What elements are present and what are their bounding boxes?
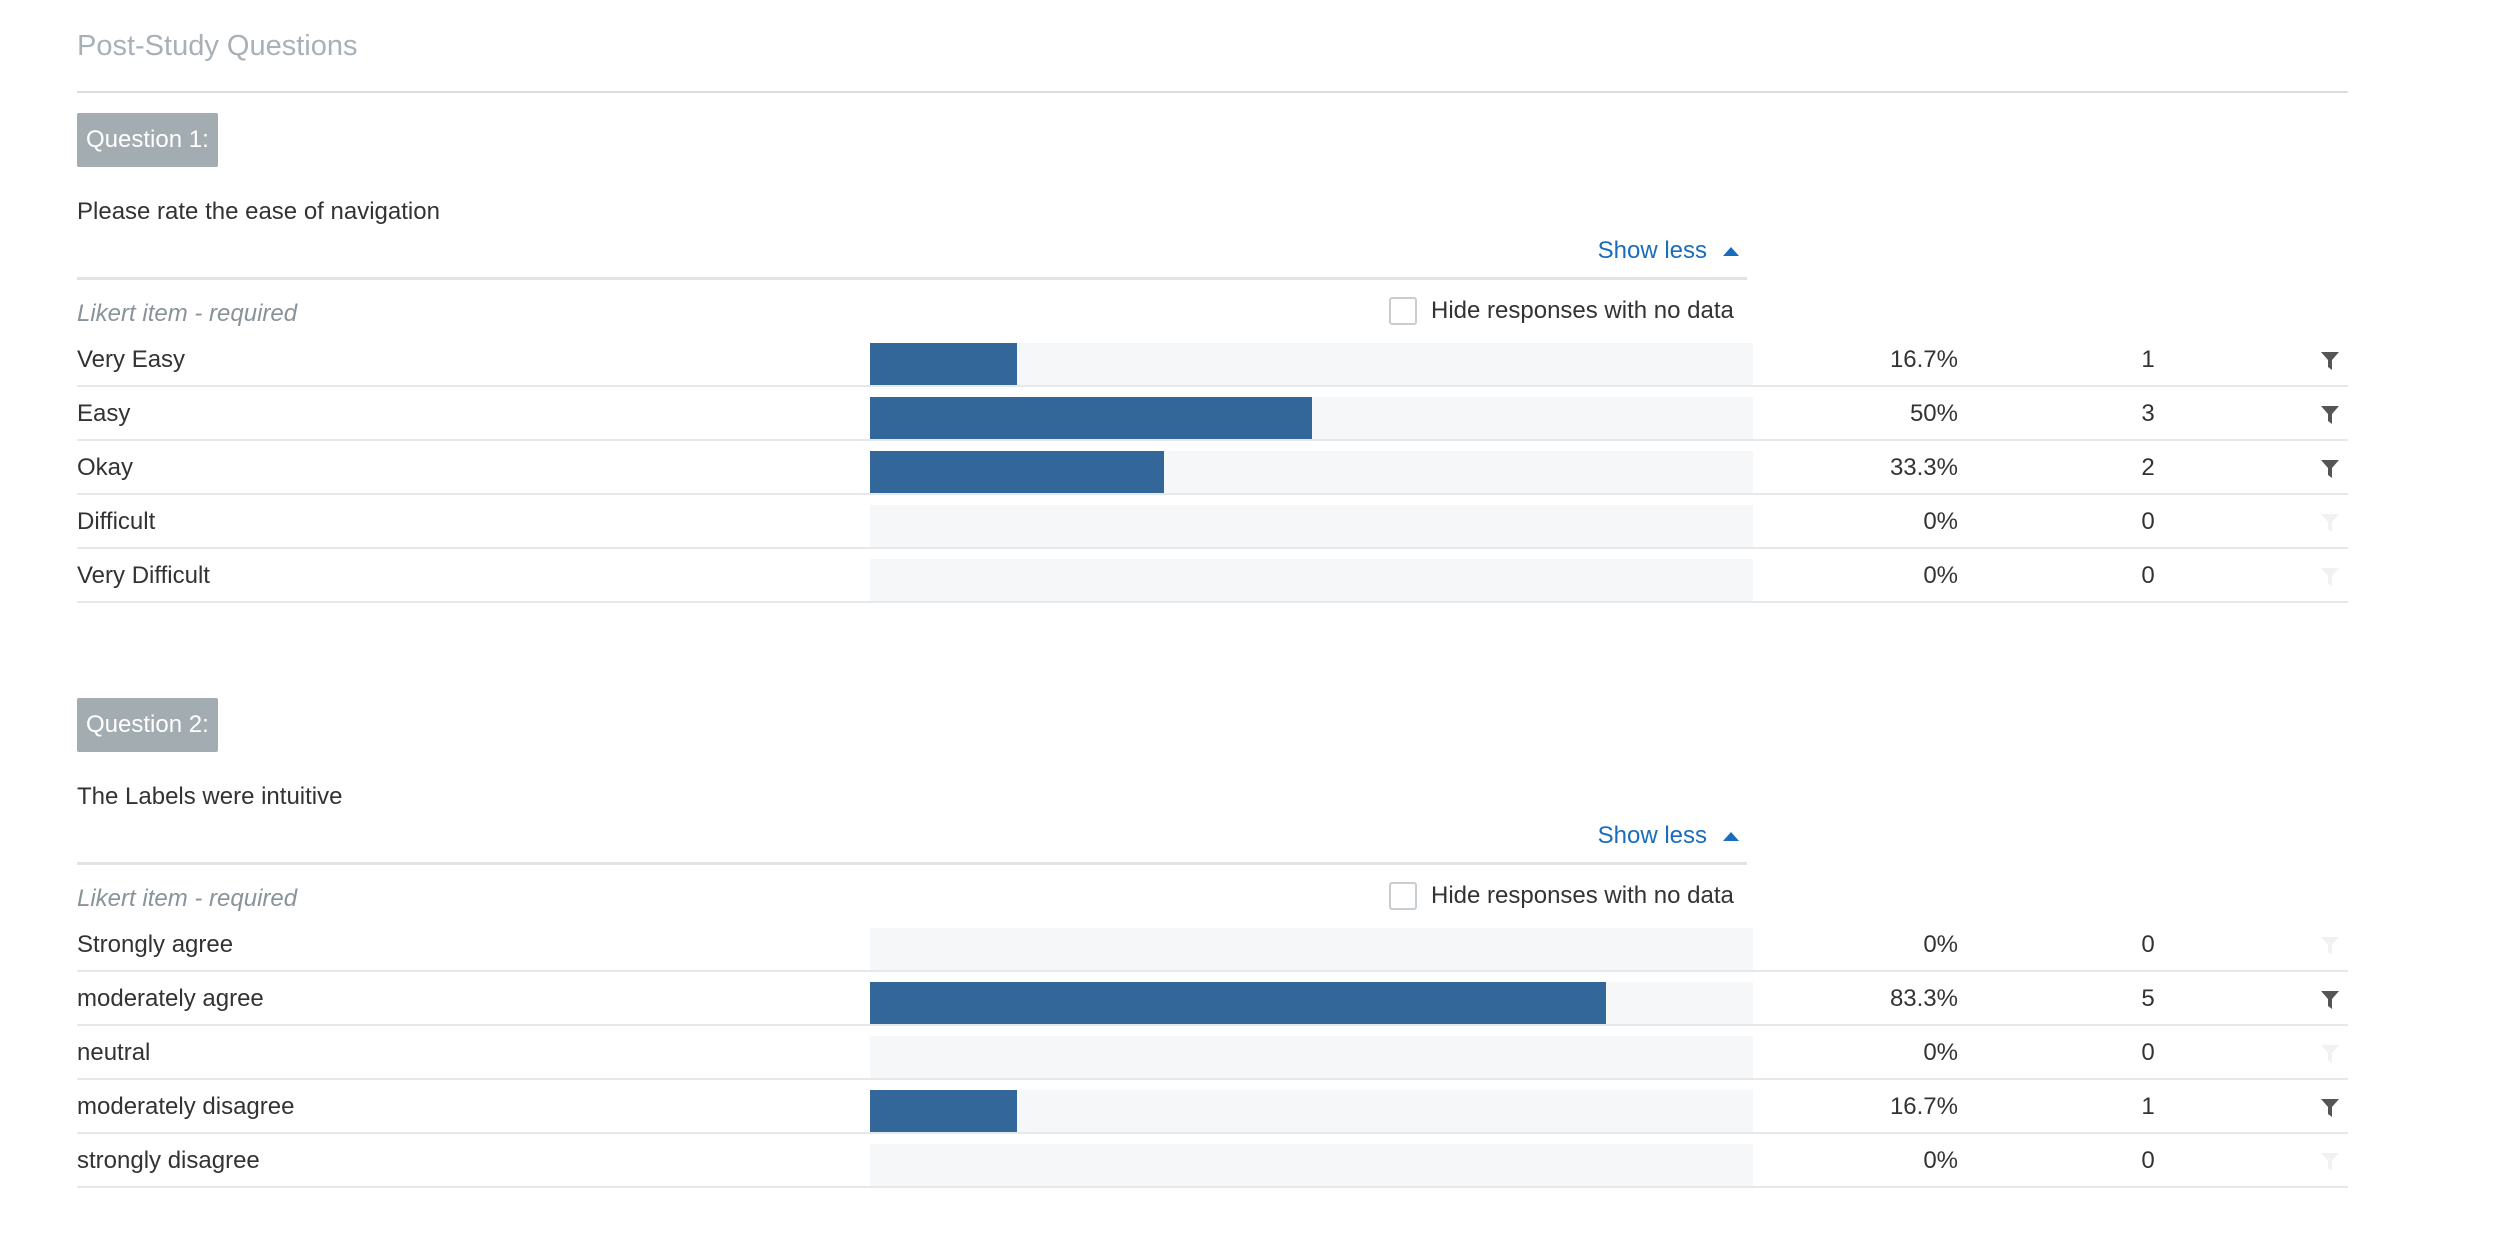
- response-row: Very Easy 16.7% 1: [77, 333, 2348, 387]
- response-bar: [870, 1090, 1018, 1132]
- response-count: 2: [2141, 454, 2155, 481]
- likert-item-label: Likert item - required: [77, 885, 297, 913]
- response-bar-track: [870, 451, 1753, 493]
- response-row: moderately agree 83.3% 5: [77, 972, 2348, 1026]
- filter-icon[interactable]: [2320, 459, 2340, 479]
- likert-required: - required: [187, 885, 298, 912]
- response-row: Okay 33.3% 2: [77, 441, 2348, 495]
- likert-item-label: Likert item - required: [77, 300, 297, 328]
- response-label: Okay: [77, 454, 134, 481]
- response-bar-track: [870, 928, 1753, 970]
- response-bar-track: [870, 505, 1753, 547]
- response-bar: [870, 397, 1312, 439]
- response-percent: 0%: [1923, 562, 1958, 589]
- response-bar: [870, 451, 1165, 493]
- filter-icon: [2321, 568, 2339, 586]
- show-less-button[interactable]: Show less: [1598, 237, 1739, 265]
- response-rows: Strongly agree 0% 0 moderately agree 83.3% 5 n…: [77, 918, 2348, 1188]
- response-label: Very Difficult: [77, 562, 210, 589]
- show-less-label: Show less: [1597, 237, 1707, 264]
- question-divider: [77, 862, 1747, 865]
- likert-type: Likert item: [77, 885, 188, 912]
- hide-no-data-label: Hide responses with no data: [1431, 297, 1734, 324]
- response-count: 1: [2141, 1093, 2155, 1120]
- response-bar-track: [870, 559, 1753, 601]
- response-label: Very Easy: [77, 346, 186, 373]
- response-count: 0: [2141, 508, 2155, 535]
- response-row: Strongly agree 0% 0: [77, 918, 2348, 972]
- response-row: neutral 0% 0: [77, 1026, 2348, 1080]
- response-bar-track: [870, 1090, 1753, 1132]
- response-row: strongly disagree 0% 0: [77, 1134, 2348, 1188]
- response-percent: 0%: [1923, 1147, 1958, 1174]
- likert-required: - required: [187, 300, 298, 327]
- section-divider: [77, 91, 2348, 93]
- response-count: 1: [2141, 346, 2155, 373]
- response-percent: 0%: [1923, 931, 1958, 958]
- response-label: moderately disagree: [77, 1093, 295, 1120]
- question-2: Question 2: The Labels were intuitive Sh…: [77, 698, 2348, 1198]
- hide-no-data-checkbox[interactable]: [1389, 882, 1417, 910]
- filter-icon: [2321, 937, 2339, 955]
- question-1: Question 1: Please rate the ease of navi…: [77, 113, 2348, 613]
- response-percent: 83.3%: [1889, 985, 1958, 1012]
- response-label: strongly disagree: [77, 1147, 260, 1174]
- response-bar: [870, 982, 1606, 1024]
- response-count: 0: [2141, 562, 2155, 589]
- likert-type: Likert item: [77, 300, 188, 327]
- response-bar-track: [870, 1036, 1753, 1078]
- response-percent: 16.7%: [1889, 346, 1958, 373]
- response-row: moderately disagree 16.7% 1: [77, 1080, 2348, 1134]
- question-badge: Question 1:: [77, 113, 218, 167]
- response-row: Easy 50% 3: [77, 387, 2348, 441]
- response-label: neutral: [77, 1039, 151, 1066]
- question-divider: [77, 277, 1747, 280]
- hide-no-data-checkbox[interactable]: [1389, 297, 1417, 325]
- filter-icon: [2321, 1045, 2339, 1063]
- response-percent: 33.3%: [1889, 454, 1958, 481]
- show-less-label: Show less: [1597, 822, 1707, 849]
- filter-icon[interactable]: [2320, 405, 2340, 425]
- response-percent: 50%: [1909, 400, 1958, 427]
- filter-icon: [2321, 514, 2339, 532]
- response-bar-track: [870, 397, 1753, 439]
- response-row: Difficult 0% 0: [77, 495, 2348, 549]
- response-count: 0: [2141, 1147, 2155, 1174]
- question-text: Please rate the ease of navigation: [77, 198, 440, 225]
- response-count: 3: [2141, 400, 2155, 427]
- hide-no-data-toggle[interactable]: Hide responses with no data: [1389, 882, 1734, 910]
- response-row: Very Difficult 0% 0: [77, 549, 2348, 603]
- response-percent: 0%: [1923, 508, 1958, 535]
- caret-up-icon: [1723, 831, 1739, 841]
- hide-no-data-label: Hide responses with no data: [1431, 882, 1734, 909]
- show-less-button[interactable]: Show less: [1598, 822, 1739, 850]
- response-label: Easy: [77, 400, 131, 427]
- section-title: Post-Study Questions: [77, 30, 358, 62]
- response-rows: Very Easy 16.7% 1 Easy 50% 3 Okay 33.3% 2 Difficu…: [77, 333, 2348, 603]
- filter-icon: [2321, 1153, 2339, 1171]
- response-bar-track: [870, 1144, 1753, 1186]
- response-percent: 16.7%: [1889, 1093, 1958, 1120]
- response-bar-track: [870, 343, 1753, 385]
- response-count: 0: [2141, 1039, 2155, 1066]
- filter-icon[interactable]: [2320, 1098, 2340, 1118]
- filter-icon[interactable]: [2320, 351, 2340, 371]
- response-percent: 0%: [1923, 1039, 1958, 1066]
- response-label: Difficult: [77, 508, 156, 535]
- response-label: Strongly agree: [77, 931, 234, 958]
- response-count: 5: [2141, 985, 2155, 1012]
- question-text: The Labels were intuitive: [77, 783, 343, 810]
- response-label: moderately agree: [77, 985, 264, 1012]
- response-bar-track: [870, 982, 1753, 1024]
- response-count: 0: [2141, 931, 2155, 958]
- question-badge: Question 2:: [77, 698, 218, 752]
- filter-icon[interactable]: [2320, 990, 2340, 1010]
- response-bar: [870, 343, 1018, 385]
- caret-up-icon: [1723, 246, 1739, 256]
- hide-no-data-toggle[interactable]: Hide responses with no data: [1389, 297, 1734, 325]
